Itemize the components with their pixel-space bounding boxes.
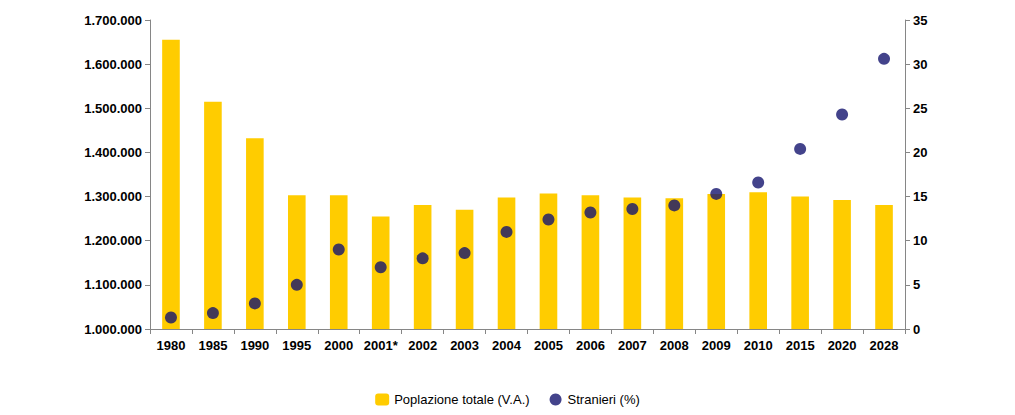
svg-text:1.300.000: 1.300.000 — [84, 189, 142, 204]
svg-text:2020: 2020 — [828, 338, 857, 353]
svg-text:2009: 2009 — [702, 338, 731, 353]
svg-text:30: 30 — [913, 57, 927, 72]
svg-text:5: 5 — [913, 277, 920, 292]
svg-text:1980: 1980 — [157, 338, 186, 353]
svg-text:2004: 2004 — [492, 338, 522, 353]
svg-text:Poplazione totale (V.A.): Poplazione totale (V.A.) — [394, 392, 529, 407]
svg-text:2001*: 2001* — [364, 338, 399, 353]
svg-text:20: 20 — [913, 145, 927, 160]
svg-text:25: 25 — [913, 101, 927, 116]
svg-text:1.600.000: 1.600.000 — [84, 57, 142, 72]
svg-text:2007: 2007 — [618, 338, 647, 353]
svg-text:2003: 2003 — [450, 338, 479, 353]
svg-text:2006: 2006 — [576, 338, 605, 353]
svg-text:1.700.000: 1.700.000 — [84, 13, 142, 28]
svg-text:1.500.000: 1.500.000 — [84, 101, 142, 116]
svg-text:2015: 2015 — [786, 338, 815, 353]
svg-text:1985: 1985 — [198, 338, 227, 353]
svg-text:35: 35 — [913, 13, 927, 28]
svg-text:1.100.000: 1.100.000 — [84, 277, 142, 292]
svg-text:10: 10 — [913, 233, 927, 248]
svg-text:2005: 2005 — [534, 338, 563, 353]
svg-text:1990: 1990 — [240, 338, 269, 353]
svg-text:1.400.000: 1.400.000 — [84, 145, 142, 160]
svg-text:2010: 2010 — [744, 338, 773, 353]
svg-text:2000: 2000 — [324, 338, 353, 353]
svg-text:2002: 2002 — [408, 338, 437, 353]
svg-text:15: 15 — [913, 189, 927, 204]
svg-text:2028: 2028 — [870, 338, 899, 353]
svg-text:2008: 2008 — [660, 338, 689, 353]
svg-text:1.200.000: 1.200.000 — [84, 233, 142, 248]
svg-text:1995: 1995 — [282, 338, 311, 353]
svg-text:1.000.000: 1.000.000 — [84, 322, 142, 337]
svg-text:Stranieri (%): Stranieri (%) — [568, 392, 640, 407]
svg-text:0: 0 — [913, 322, 920, 337]
